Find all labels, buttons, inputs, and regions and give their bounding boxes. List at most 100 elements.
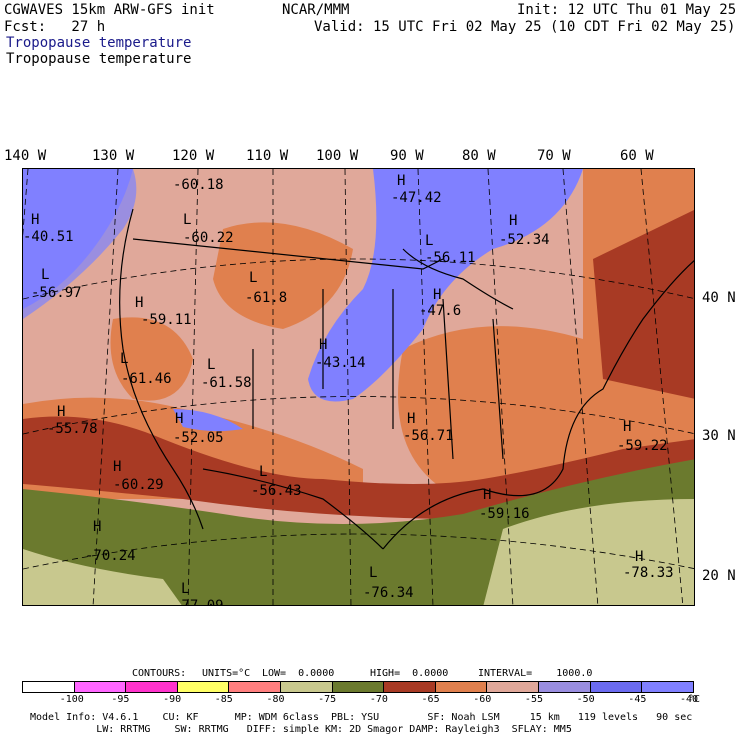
institution-label: NCAR/MMM bbox=[282, 2, 350, 18]
lon-label: 60 W bbox=[620, 148, 654, 164]
colorbar-tick-label: -40 bbox=[680, 694, 699, 705]
pressure-center-value: -47.42 bbox=[391, 190, 442, 206]
colorbar-swatch bbox=[589, 682, 642, 692]
contours-high: HIGH= 0.0000 bbox=[370, 668, 449, 679]
pacific-light-region bbox=[23, 549, 182, 605]
pressure-center-value: -52.34 bbox=[499, 232, 550, 248]
colorbar-tick-label: -85 bbox=[214, 694, 233, 705]
pressure-center-letter: L bbox=[425, 233, 433, 249]
contours-low: LOW= 0.0000 bbox=[262, 668, 335, 679]
lon-label: 110 W bbox=[246, 148, 289, 164]
pressure-center-letter: L bbox=[181, 581, 189, 597]
colorbar-swatch bbox=[434, 682, 487, 692]
lon-label: 130 W bbox=[92, 148, 135, 164]
colorbar-swatch bbox=[641, 682, 693, 692]
lat-label: 40 N bbox=[702, 290, 736, 306]
pressure-center-value: -60.18 bbox=[173, 177, 224, 193]
model-info-line1: Model Info: V4.6.1 CU: KF MP: WDM 6class… bbox=[30, 712, 693, 723]
pressure-center-letter: H bbox=[407, 411, 415, 427]
colorbar-swatch bbox=[228, 682, 281, 692]
atlantic-dark-region bbox=[593, 209, 694, 399]
colorbar-tick-label: -60 bbox=[473, 694, 492, 705]
pressure-center-letter: L bbox=[249, 270, 257, 286]
caribbean-light-region bbox=[483, 499, 694, 605]
pressure-center-letter: H bbox=[483, 487, 491, 503]
colorbar-swatch bbox=[176, 682, 229, 692]
pressure-center-letter: H bbox=[509, 213, 517, 229]
pressure-center-letter: L bbox=[120, 351, 128, 367]
pressure-center-letter: L bbox=[183, 212, 191, 228]
pressure-center-letter: H bbox=[433, 287, 441, 303]
pressure-center-letter: H bbox=[57, 404, 65, 420]
pressure-center-letter: H bbox=[93, 519, 101, 535]
pressure-center-letter: H bbox=[175, 411, 183, 427]
pressure-center-value: -55.78 bbox=[47, 421, 98, 437]
colorbar-tick-label: -75 bbox=[318, 694, 337, 705]
pressure-center-letter: H bbox=[113, 459, 121, 475]
model-title: CGWAVES 15km ARW-GFS init bbox=[4, 2, 215, 18]
pressure-center-letter: L bbox=[207, 357, 215, 373]
colorbar-tick-label: -45 bbox=[628, 694, 647, 705]
pressure-center-letter: H bbox=[623, 419, 631, 435]
central-trough-region bbox=[308, 169, 583, 402]
pressure-center-letter: L bbox=[259, 464, 267, 480]
pressure-center-value: -59.16 bbox=[479, 506, 530, 522]
pressure-center-letter: H bbox=[319, 337, 327, 353]
graticule bbox=[23, 169, 694, 605]
lat-label: 20 N bbox=[702, 568, 736, 584]
contours-units: UNITS=°C bbox=[202, 668, 251, 679]
lon-label: 140 W bbox=[4, 148, 47, 164]
colorbar-tick-label: -65 bbox=[421, 694, 440, 705]
pressure-center-value: -78.33 bbox=[623, 565, 674, 581]
colorbar-swatch bbox=[280, 682, 332, 692]
map-canvas: H -40.51 -60.18 L -60.22 L -56.97 H -59.… bbox=[23, 169, 694, 606]
model-info-line2: LW: RRTMG SW: RRTMG DIFF: simple KM: 2D … bbox=[30, 724, 572, 735]
colorbar-swatch bbox=[23, 682, 74, 692]
pressure-center-value: -43.14 bbox=[315, 355, 366, 371]
pressure-center-letter: L bbox=[41, 267, 49, 283]
pressure-center-value: -61.8 bbox=[245, 290, 287, 306]
colorbar-tick-label: -95 bbox=[111, 694, 130, 705]
northern-plains-region bbox=[213, 222, 353, 329]
southwest-blue-patch bbox=[173, 409, 243, 432]
pressure-center-value: -70.24 bbox=[85, 548, 136, 564]
colorbar-tick-label: -100 bbox=[59, 694, 84, 705]
forecast-hour: Fcst: 27 h bbox=[4, 19, 106, 35]
pressure-center-value: -52.05 bbox=[173, 430, 224, 446]
pressure-center-letter: L bbox=[369, 565, 377, 581]
colorbar-tick-label: -55 bbox=[524, 694, 543, 705]
pressure-center-value: -56.11 bbox=[425, 250, 476, 266]
pressure-center-letter: H bbox=[397, 173, 405, 189]
lat-label: 30 N bbox=[702, 428, 736, 444]
pressure-center-value: -59.11 bbox=[141, 312, 192, 328]
coastlines bbox=[119, 208, 694, 550]
pressure-center-value: -56.43 bbox=[251, 483, 302, 499]
contours-interval: INTERVAL= 1000.0 bbox=[478, 668, 593, 679]
field-name-link: Tropopause temperature bbox=[6, 35, 192, 51]
pressure-center-value: -56.97 bbox=[31, 285, 82, 301]
pressure-center-value: -61.58 bbox=[201, 375, 252, 391]
pressure-center-value: -76.34 bbox=[363, 585, 414, 601]
tropopause-temperature-map: H -40.51 -60.18 L -60.22 L -56.97 H -59.… bbox=[22, 168, 695, 606]
colorbar-swatch bbox=[125, 682, 177, 692]
colorbar-unit: °C bbox=[688, 694, 701, 705]
lon-label: 120 W bbox=[172, 148, 215, 164]
pressure-center-value: -47.6 bbox=[419, 303, 461, 319]
valid-time: Valid: 15 UTC Fri 02 May 25 (10 CDT Fri … bbox=[314, 19, 736, 35]
pressure-center-value: -61.46 bbox=[121, 371, 172, 387]
colorbar-tick-label: -70 bbox=[369, 694, 388, 705]
pressure-center-value: -77.09 bbox=[173, 598, 224, 606]
colorbar-tick-label: -80 bbox=[266, 694, 285, 705]
pressure-center-value: -60.29 bbox=[113, 477, 164, 493]
pressure-center-letter: H bbox=[31, 212, 39, 228]
pressure-center-value: -60.22 bbox=[183, 230, 234, 246]
colorbar-swatch bbox=[383, 682, 435, 692]
contours-label: CONTOURS: bbox=[132, 668, 187, 679]
lon-label: 80 W bbox=[462, 148, 496, 164]
colorbar-tick-label: -90 bbox=[163, 694, 182, 705]
lon-label: 100 W bbox=[316, 148, 359, 164]
great-basin-region bbox=[110, 317, 193, 401]
colorbar-swatch bbox=[331, 682, 384, 692]
lon-label: 90 W bbox=[390, 148, 424, 164]
pressure-center-value: -59.22 bbox=[617, 438, 668, 454]
